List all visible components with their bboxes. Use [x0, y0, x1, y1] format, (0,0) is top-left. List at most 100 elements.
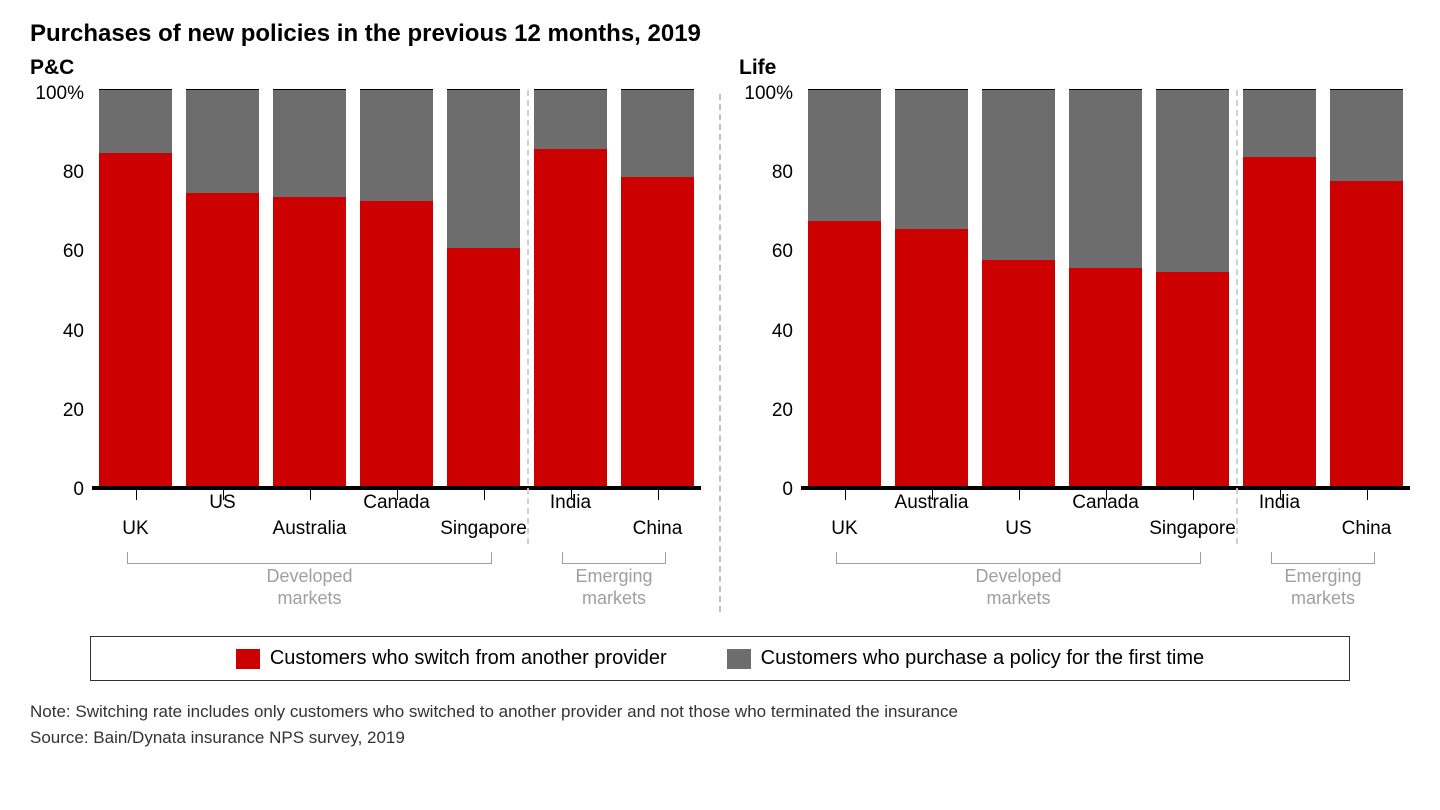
charts-row: P&C 0 20 40 60 80 100% UK US Australia Canada Singa… — [30, 56, 1410, 612]
y-tick: 80 — [739, 162, 793, 184]
bars-area — [801, 90, 1410, 490]
bar — [273, 89, 346, 486]
x-label: US — [209, 492, 235, 514]
group-row: Developed marketsEmerging markets — [92, 552, 701, 612]
legend: Customers who switch from another provid… — [90, 636, 1350, 681]
bar-segment-first — [1243, 90, 1316, 157]
y-tick: 0 — [30, 479, 84, 501]
legend-item-first: Customers who purchase a policy for the … — [727, 647, 1205, 670]
legend-label-first: Customers who purchase a policy for the … — [761, 647, 1205, 670]
x-label: China — [1342, 518, 1392, 540]
swatch-switch-icon — [236, 649, 260, 669]
group-divider — [1236, 90, 1238, 544]
bar — [895, 89, 968, 486]
source-text: Source: Bain/Dynata insurance NPS survey… — [30, 725, 1410, 751]
y-axis: 020406080100% — [739, 90, 801, 490]
bar-segment-first — [982, 90, 1055, 260]
panel-subtitle: Life — [739, 56, 1410, 80]
bar — [534, 89, 607, 486]
legend-item-switch: Customers who switch from another provid… — [236, 647, 667, 670]
bar-slot — [527, 90, 614, 486]
legend-label-switch: Customers who switch from another provid… — [270, 647, 667, 670]
chart-panel: P&C020406080100%UKUSAustraliaCanadaSinga… — [30, 56, 701, 612]
bar-segment-first — [621, 90, 694, 177]
bar-segment-switch — [1330, 181, 1403, 486]
bar-slot — [888, 90, 975, 486]
y-tick: 20 — [739, 400, 793, 422]
plot-area: 020406080100% — [30, 90, 701, 490]
bar-segment-first — [447, 90, 520, 248]
bar — [808, 89, 881, 486]
chart-panel: Life020406080100%UKAustraliaUSCanadaSing… — [739, 56, 1410, 612]
bar-segment-switch — [982, 260, 1055, 486]
bar-segment-first — [360, 90, 433, 201]
bar-slot — [1323, 90, 1410, 486]
group-bracket-developed — [836, 552, 1201, 564]
bar-segment-switch — [1069, 268, 1142, 486]
bar-segment-switch — [1243, 157, 1316, 486]
x-label: Canada — [363, 492, 430, 514]
bar-slot — [440, 90, 527, 486]
bar — [99, 89, 172, 486]
bar — [621, 89, 694, 486]
bar-segment-switch — [1156, 272, 1229, 486]
bar-segment-first — [534, 90, 607, 149]
bar-segment-first — [273, 90, 346, 197]
bar — [1156, 89, 1229, 486]
bar — [1243, 89, 1316, 486]
x-label: India — [1259, 492, 1300, 514]
group-label-emerging: Emerging markets — [1284, 566, 1361, 609]
panel-subtitle: P&C — [30, 56, 701, 80]
bar-slot — [614, 90, 701, 486]
panel-divider — [719, 94, 721, 612]
x-label: Australia — [895, 492, 969, 514]
group-label-developed: Developed markets — [975, 566, 1061, 609]
bar-segment-first — [186, 90, 259, 193]
bar-segment-switch — [360, 201, 433, 486]
bar-segment-switch — [534, 149, 607, 486]
y-tick: 60 — [739, 241, 793, 263]
x-label: UK — [122, 518, 148, 540]
x-label: Singapore — [1149, 518, 1236, 540]
bar-slot — [801, 90, 888, 486]
y-tick: 40 — [739, 321, 793, 343]
bar-slot — [266, 90, 353, 486]
bar — [1069, 89, 1142, 486]
bar-segment-first — [808, 90, 881, 221]
x-label: US — [1005, 518, 1031, 540]
bar-segment-switch — [895, 229, 968, 486]
bar — [360, 89, 433, 486]
group-divider — [527, 90, 529, 544]
y-tick: 40 — [30, 321, 84, 343]
bar — [447, 89, 520, 486]
x-label: Australia — [273, 518, 347, 540]
bar-segment-switch — [447, 248, 520, 486]
x-label: India — [550, 492, 591, 514]
group-label-developed: Developed markets — [266, 566, 352, 609]
group-row: Developed markets Emerging markets — [801, 552, 1410, 612]
x-label: Canada — [1072, 492, 1139, 514]
bar-slot — [353, 90, 440, 486]
y-tick: 100% — [30, 83, 84, 105]
bar-segment-switch — [273, 197, 346, 486]
bar-segment-switch — [99, 153, 172, 486]
bar-segment-switch — [621, 177, 694, 486]
note-text: Note: Switching rate includes only custo… — [30, 699, 1410, 725]
group-bracket-emerging — [562, 552, 666, 564]
bar-segment-switch — [808, 221, 881, 486]
bar-slot — [92, 90, 179, 486]
y-tick: 60 — [30, 241, 84, 263]
x-label: UK — [831, 518, 857, 540]
x-labels: UK Australia US Canada Singapore India China — [801, 490, 1410, 548]
group-bracket-emerging — [1271, 552, 1375, 564]
bar — [1330, 89, 1403, 486]
bar-segment-first — [99, 90, 172, 153]
y-axis: 020406080100% — [30, 90, 92, 490]
x-label: China — [633, 518, 683, 540]
plot-area: 020406080100% — [739, 90, 1410, 490]
bar — [982, 89, 1055, 486]
y-tick: 0 — [739, 479, 793, 501]
bar-segment-first — [1330, 90, 1403, 181]
bar-slot — [1236, 90, 1323, 486]
group-bracket-developed — [127, 552, 492, 564]
